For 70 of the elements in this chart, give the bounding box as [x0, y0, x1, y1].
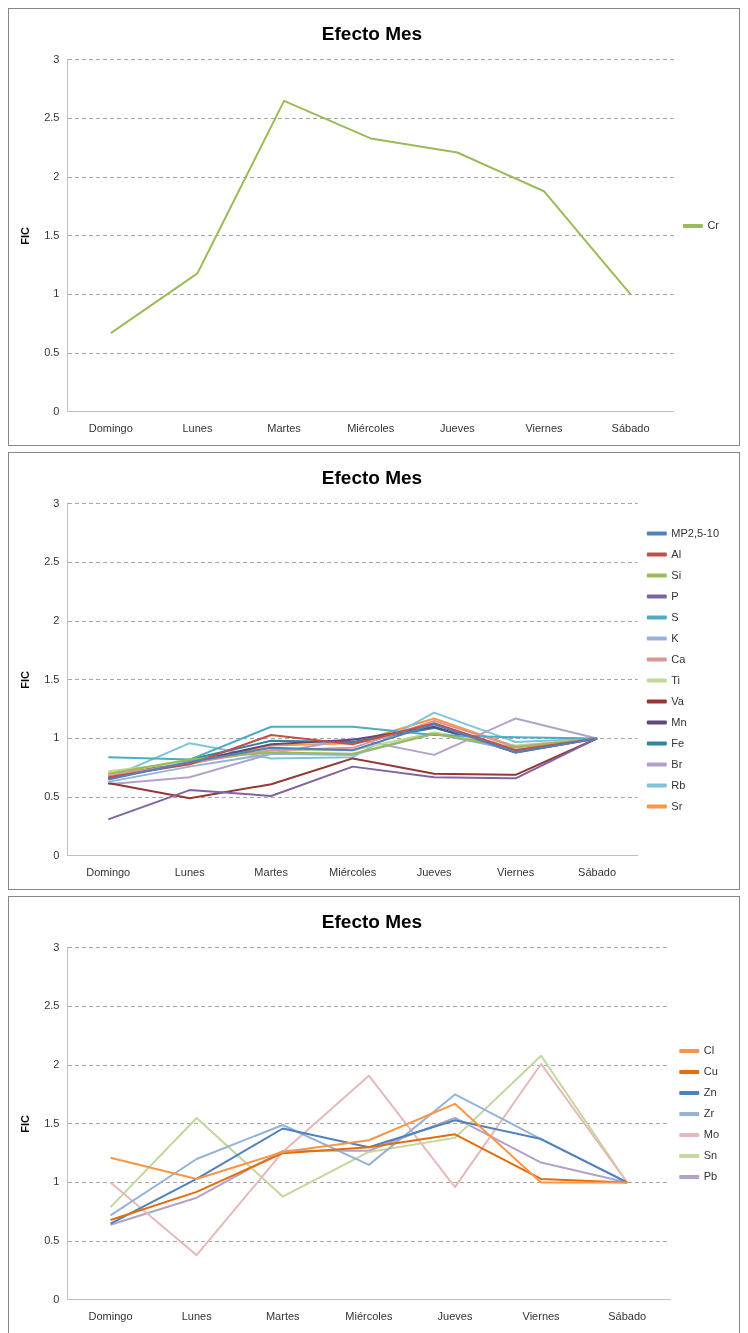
chart-title: Efecto Mes	[321, 22, 423, 44]
legend-label: Ca	[671, 652, 687, 665]
y-tick-label: 2.5	[44, 555, 60, 568]
legend-label: S	[671, 610, 679, 623]
y-tick-label: 3	[53, 496, 60, 509]
x-tick-label: Sábado	[608, 1310, 647, 1323]
y-tick-label: 2	[53, 614, 60, 627]
y-tick-label: 1.5	[44, 672, 60, 685]
y-tick-label: 0	[53, 848, 60, 861]
x-tick-label: Miércoles	[347, 422, 395, 435]
x-tick-label: Jueves	[439, 422, 476, 435]
y-axis-title: FIC	[18, 1114, 31, 1133]
y-axis-title: FIC	[18, 226, 31, 245]
y-tick-label: 1	[53, 731, 60, 744]
x-tick-label: Viernes	[525, 422, 563, 435]
x-tick-label: Viernes	[497, 866, 535, 879]
x-tick-label: Domingo	[88, 422, 133, 435]
y-tick-label: 2.5	[44, 111, 60, 124]
chart-title: Efecto Mes	[321, 910, 423, 932]
y-tick-label: 0	[53, 1292, 60, 1305]
legend-label: Va	[671, 694, 685, 707]
chart-title: Efecto Mes	[321, 466, 423, 488]
legend-label: K	[671, 631, 680, 644]
legend-label: Br	[671, 757, 683, 770]
x-tick-label: Miércoles	[345, 1310, 393, 1323]
legend-label: P	[671, 589, 679, 602]
legend-label: Si	[671, 568, 682, 581]
legend-label: Pb	[703, 1170, 718, 1183]
x-tick-label: Jueves	[437, 1310, 473, 1323]
y-tick-label: 2	[53, 170, 60, 183]
y-tick-label: 1	[53, 1175, 60, 1188]
x-tick-label: Lunes	[174, 866, 206, 879]
y-tick-label: 3	[53, 52, 60, 65]
x-tick-label: Miércoles	[329, 866, 377, 879]
legend-label: Al	[671, 547, 682, 560]
legend-label: MP2,5-10	[671, 526, 720, 539]
y-axis-title: FIC	[18, 670, 31, 689]
x-tick-label: Martes	[267, 422, 302, 435]
legend-label: Cu	[703, 1065, 718, 1078]
x-tick-label: Jueves	[416, 866, 453, 879]
legend-label: Mo	[703, 1128, 719, 1141]
x-tick-label: Domingo	[86, 866, 131, 879]
legend-label: Sr	[671, 799, 683, 812]
x-tick-label: Domingo	[88, 1310, 133, 1323]
y-tick-label: 2	[53, 1058, 60, 1071]
y-tick-label: 1.5	[44, 1116, 60, 1129]
y-tick-label: 3	[53, 940, 60, 953]
legend-label: Sn	[703, 1149, 718, 1162]
x-tick-label: Sábado	[611, 422, 650, 435]
legend-label: Ti	[671, 673, 681, 686]
legend-label: Cr	[707, 219, 720, 232]
x-tick-label: Sábado	[578, 866, 617, 879]
y-tick-label: 1	[53, 287, 60, 300]
x-tick-label: Viernes	[522, 1310, 561, 1323]
y-tick-label: 0.5	[44, 790, 60, 803]
legend-label: Mn	[671, 715, 687, 728]
x-tick-label: Lunes	[182, 422, 213, 435]
legend-label: Zn	[703, 1086, 717, 1099]
y-tick-label: 0	[53, 404, 60, 417]
legend-label: Cl	[703, 1044, 715, 1057]
legend-label: Fe	[671, 736, 685, 749]
y-tick-label: 0.5	[44, 1234, 60, 1247]
x-tick-label: Lunes	[181, 1310, 213, 1323]
x-tick-label: Martes	[265, 1310, 301, 1323]
legend-label: Rb	[671, 778, 686, 791]
y-tick-label: 1.5	[44, 228, 60, 241]
legend-label: Zr	[703, 1107, 715, 1120]
y-tick-label: 2.5	[44, 999, 60, 1012]
y-tick-label: 0.5	[44, 346, 60, 359]
x-tick-label: Martes	[254, 866, 289, 879]
